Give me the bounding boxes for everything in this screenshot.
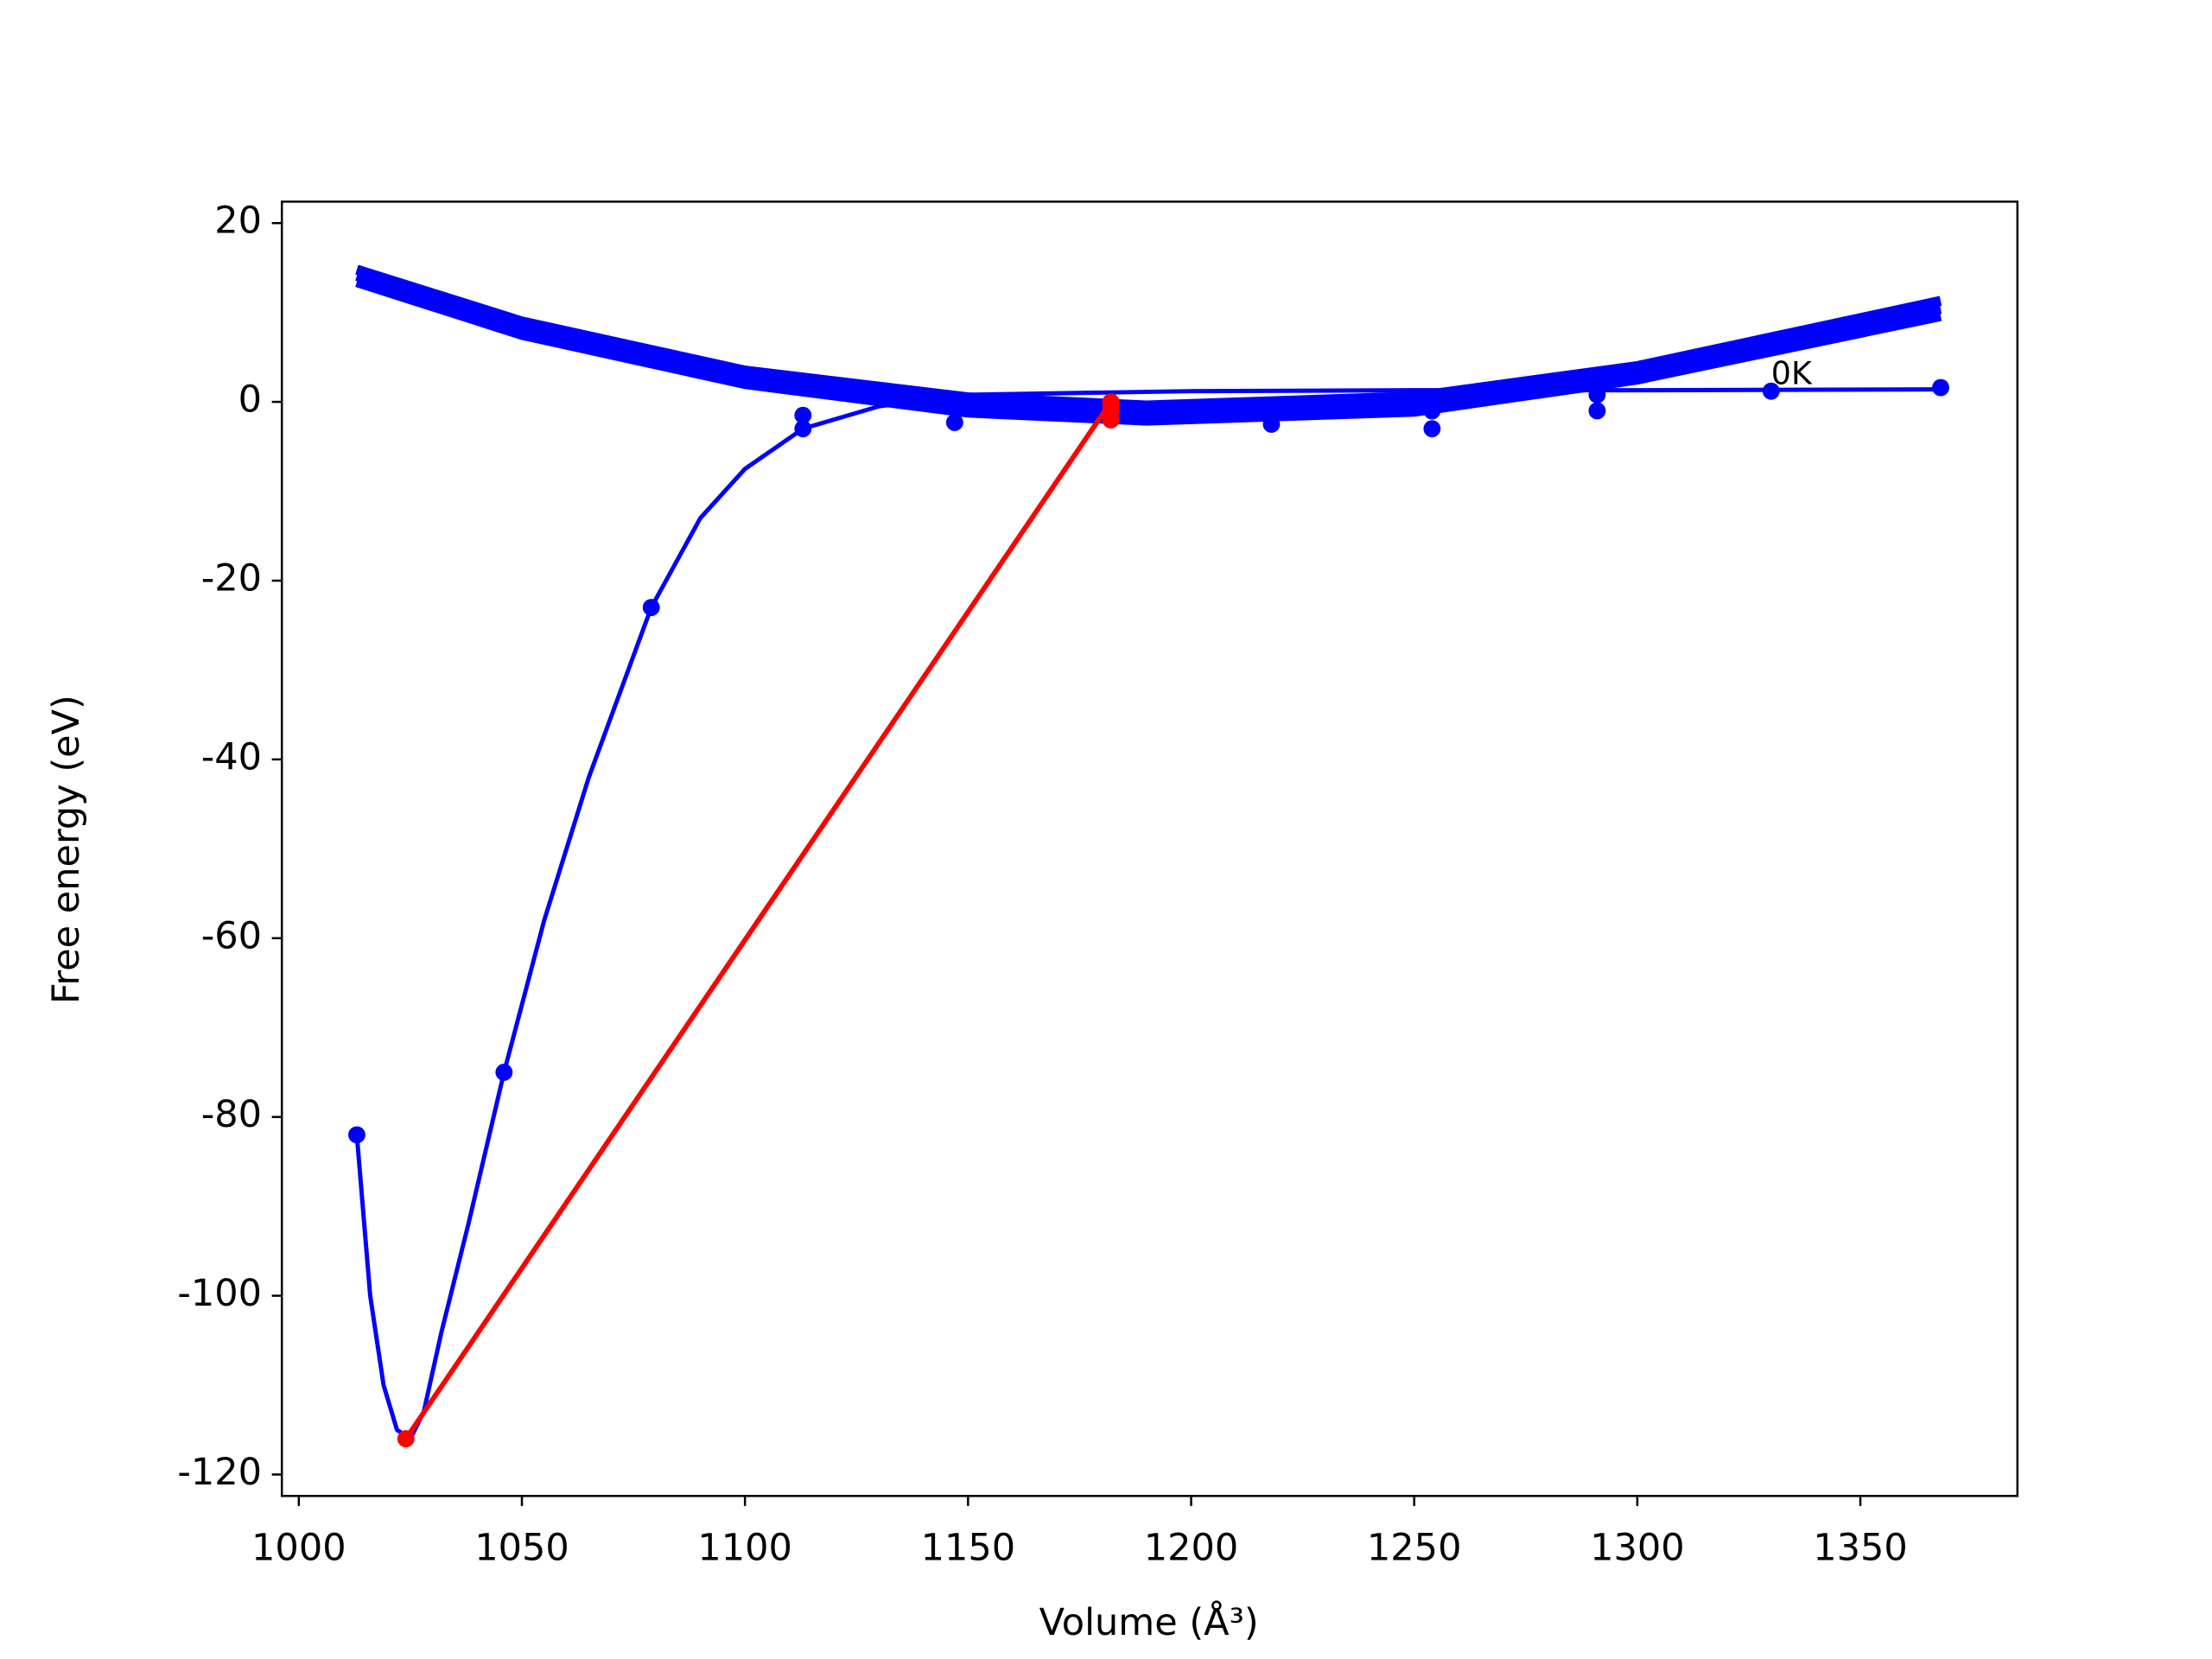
y-tick-label: -80 — [201, 1093, 262, 1136]
x-tick-label: 1100 — [697, 1527, 792, 1570]
point — [1762, 382, 1780, 400]
y-tick-label: 20 — [214, 200, 262, 243]
x-axis-label: Volume (Å³) — [1039, 1600, 1259, 1644]
x-tick-label: 1300 — [1590, 1527, 1685, 1570]
point — [642, 599, 660, 616]
point — [1932, 378, 1949, 397]
x-tick-label: 1350 — [1813, 1527, 1908, 1570]
x-tick-label: 1150 — [921, 1527, 1016, 1570]
plot-frame — [280, 200, 2019, 1497]
line — [355, 276, 1942, 426]
point — [495, 1064, 513, 1081]
x-tick-label: 1250 — [1367, 1527, 1462, 1570]
line — [355, 270, 1942, 419]
y-tick-label: 0 — [238, 378, 262, 422]
x-tick-label: 1200 — [1144, 1527, 1239, 1570]
x-tick-label: 1050 — [474, 1527, 569, 1570]
y-tick-label: -60 — [201, 914, 262, 957]
line — [355, 264, 1942, 411]
y-tick-label: -20 — [201, 557, 262, 601]
point — [1102, 396, 1120, 414]
point — [945, 413, 963, 431]
point — [1588, 402, 1606, 420]
line — [404, 400, 1113, 1440]
x-tick-label: 1000 — [251, 1527, 346, 1570]
point — [794, 420, 812, 438]
line — [354, 387, 1942, 1442]
point — [348, 1126, 365, 1144]
y-tick-label: -100 — [177, 1272, 262, 1315]
point — [397, 1430, 415, 1448]
annotation: 0K — [1771, 355, 1813, 392]
y-tick-label: -40 — [201, 735, 262, 779]
point — [1423, 420, 1441, 438]
point — [794, 406, 812, 424]
y-tick-label: -120 — [177, 1451, 262, 1494]
y-axis-label: Free energy (eV) — [45, 695, 88, 1004]
